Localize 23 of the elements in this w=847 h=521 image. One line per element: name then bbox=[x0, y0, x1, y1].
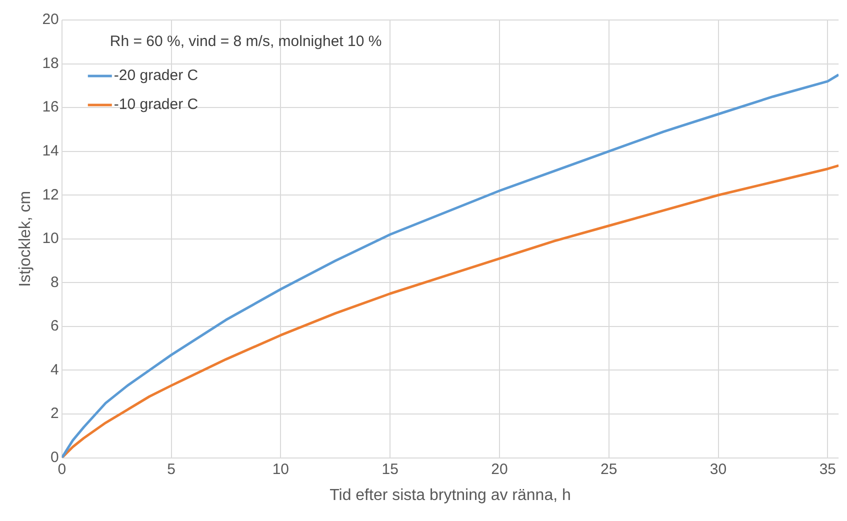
y-tick-label: 6 bbox=[50, 318, 59, 335]
y-axis-title: Istjocklek, cm bbox=[17, 190, 34, 287]
x-tick-label: 30 bbox=[710, 460, 727, 478]
x-tick-label: 25 bbox=[600, 460, 618, 478]
y-tick-label: 18 bbox=[42, 54, 59, 72]
y-tick-label: 4 bbox=[50, 361, 59, 378]
legend-label: -10 grader C bbox=[114, 96, 198, 114]
annotation: Rh = 60 %, vind = 8 m/s, molnighet 10 % bbox=[110, 33, 382, 50]
y-tick-label: 12 bbox=[42, 186, 59, 204]
x-tick-label: 10 bbox=[272, 460, 290, 478]
y-tick-label: 20 bbox=[42, 11, 59, 28]
y-tick-label: 2 bbox=[50, 405, 59, 422]
x-axis-title: Tid efter sista brytning av ränna, h bbox=[330, 486, 571, 504]
y-tick-label: 16 bbox=[42, 98, 59, 116]
x-tick-label: 5 bbox=[167, 460, 176, 478]
legend-label: -20 grader C bbox=[114, 67, 198, 84]
y-tick-label: 0 bbox=[50, 448, 59, 466]
y-tick-label: 14 bbox=[42, 142, 59, 160]
y-tick-label: 10 bbox=[42, 230, 59, 248]
x-tick-label: 15 bbox=[382, 460, 398, 478]
x-tick-label: 35 bbox=[819, 460, 836, 478]
y-tick-label: 8 bbox=[50, 274, 59, 291]
x-tick-label: 20 bbox=[491, 460, 508, 478]
